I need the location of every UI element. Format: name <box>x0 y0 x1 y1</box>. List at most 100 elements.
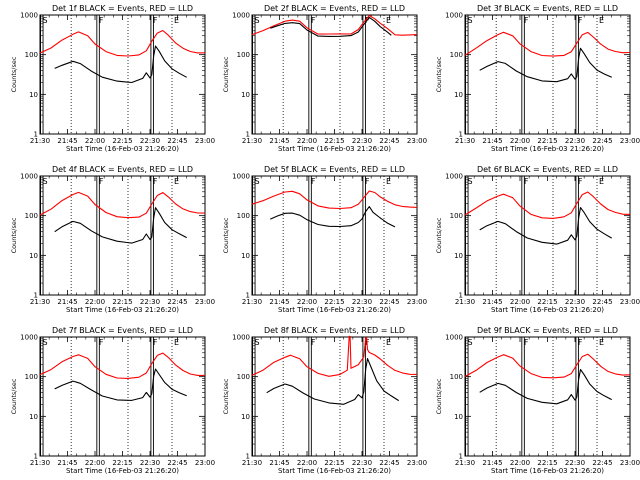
plot-frame <box>251 175 418 296</box>
x-tick-label: 21:45 <box>482 137 502 145</box>
panel-title: Det 6f BLACK = Events, RED = LLD <box>477 165 618 174</box>
y-axis-label: Counts/sec <box>10 378 18 414</box>
x-tick-label: 22:30 <box>352 459 372 467</box>
x-tick-label: 22:00 <box>85 298 105 306</box>
y-tick-label: 10 <box>454 91 463 99</box>
marker-label-e: E <box>174 177 179 186</box>
panel-2: Det 2f BLACK = Events, RED = LLD 1 10 100 10… <box>222 4 427 153</box>
x-tick-label: 22:45 <box>592 137 612 145</box>
events-series-line <box>479 47 612 83</box>
y-tick-label: 10 <box>29 413 38 421</box>
y-tick-label: 100 <box>237 212 250 220</box>
x-tick-label: 21:45 <box>57 137 77 145</box>
y-tick-label: 100 <box>450 212 463 220</box>
y-tick-label: 100 <box>237 373 250 381</box>
marker-label-f: F <box>99 16 104 25</box>
marker-label-f: F <box>153 177 158 186</box>
y-axis-label: Counts/sec <box>222 217 230 253</box>
y-tick-label: 1000 <box>445 173 463 181</box>
x-tick-label: 22:15 <box>324 459 344 467</box>
lld-series-line <box>39 191 206 219</box>
x-axis-label: Start Time (16-Feb-03 21:26:20) <box>491 467 604 475</box>
x-tick-label: 21:30 <box>455 298 475 306</box>
y-tick-label: 1 <box>246 292 250 300</box>
x-tick-label: 23:00 <box>620 137 640 145</box>
y-tick-label: 100 <box>25 373 38 381</box>
x-tick-label: 21:30 <box>242 137 262 145</box>
marker-label-f: F <box>365 177 370 186</box>
x-tick-label: 22:30 <box>140 459 160 467</box>
marker-label-f: F <box>578 338 583 347</box>
marker-label-e: E <box>174 338 179 347</box>
x-tick-label: 22:00 <box>85 137 105 145</box>
marker-label-e: E <box>386 16 391 25</box>
y-tick-label: 1 <box>459 453 463 461</box>
x-tick-label: 23:00 <box>620 298 640 306</box>
events-series-line <box>270 206 396 228</box>
x-axis-label: Start Time (16-Feb-03 21:26:20) <box>278 467 391 475</box>
y-tick-label: 100 <box>25 212 38 220</box>
x-tick-label: 23:00 <box>195 137 215 145</box>
lld-series-line <box>251 14 418 36</box>
lld-series-line <box>464 353 631 379</box>
marker-label-e: E <box>599 16 604 25</box>
y-tick-label: 10 <box>454 413 463 421</box>
y-tick-label: 1000 <box>232 173 250 181</box>
events-series-line <box>54 368 187 401</box>
panel-5: Det 5f BLACK = Events, RED = LLD 1 10 100 10… <box>222 165 427 314</box>
marker-label-s: S <box>255 177 260 186</box>
panel-8: Det 8f BLACK = Events, RED = LLD 1 10 100 10… <box>222 326 427 475</box>
marker-label-f: F <box>578 16 583 25</box>
marker-label-s: S <box>43 177 48 186</box>
y-axis-label: Counts/sec <box>222 378 230 414</box>
x-tick-label: 21:45 <box>57 459 77 467</box>
x-tick-label: 23:00 <box>407 459 427 467</box>
marker-label-f: F <box>524 177 529 186</box>
x-tick-label: 21:45 <box>482 459 502 467</box>
x-tick-label: 22:15 <box>324 298 344 306</box>
x-tick-label: 21:45 <box>57 298 77 306</box>
panel-3: Det 3f BLACK = Events, RED = LLD 1 10 100 10… <box>435 4 640 153</box>
x-axis-label: Start Time (16-Feb-03 21:26:20) <box>278 145 391 153</box>
x-tick-label: 22:00 <box>510 137 530 145</box>
x-tick-label: 22:00 <box>297 298 317 306</box>
y-tick-label: 100 <box>237 51 250 59</box>
y-tick-label: 1000 <box>445 334 463 342</box>
y-tick-label: 100 <box>450 51 463 59</box>
panel-title: Det 9f BLACK = Events, RED = LLD <box>477 326 618 335</box>
y-axis-label: Counts/sec <box>10 56 18 92</box>
y-tick-label: 1000 <box>20 173 38 181</box>
x-tick-label: 22:15 <box>112 459 132 467</box>
lld-series-line <box>464 191 631 219</box>
marker-label-s: S <box>43 16 48 25</box>
events-series-line <box>479 207 612 245</box>
x-tick-label: 22:45 <box>592 459 612 467</box>
lld-series-line <box>464 31 631 57</box>
events-series-line <box>54 207 187 244</box>
panel-title: Det 1f BLACK = Events, RED = LLD <box>52 4 193 13</box>
panel-1: Det 1f BLACK = Events, RED = LLD 1 10 100 10… <box>10 4 215 153</box>
panel-9: Det 9f BLACK = Events, RED = LLD 1 10 100 10… <box>435 326 640 475</box>
y-tick-label: 10 <box>29 252 38 260</box>
panel-title: Det 4f BLACK = Events, RED = LLD <box>52 165 193 174</box>
x-tick-label: 22:30 <box>352 298 372 306</box>
y-tick-label: 1 <box>34 131 38 139</box>
marker-label-s: S <box>468 16 473 25</box>
y-axis-label: Counts/sec <box>435 378 443 414</box>
x-tick-label: 22:15 <box>537 298 557 306</box>
marker-label-f: F <box>99 177 104 186</box>
marker-label-s: S <box>255 16 260 25</box>
plot-frame <box>39 175 206 296</box>
x-tick-label: 23:00 <box>407 137 427 145</box>
x-tick-label: 22:30 <box>352 137 372 145</box>
x-tick-label: 22:15 <box>537 137 557 145</box>
marker-label-e: E <box>174 16 179 25</box>
x-tick-label: 21:30 <box>30 459 50 467</box>
x-tick-label: 21:45 <box>269 137 289 145</box>
marker-label-f: F <box>524 338 529 347</box>
x-tick-label: 22:45 <box>592 298 612 306</box>
marker-label-f: F <box>311 177 316 186</box>
panel-7: Det 7f BLACK = Events, RED = LLD 1 10 100 10… <box>10 326 215 475</box>
marker-label-f: F <box>153 16 158 25</box>
